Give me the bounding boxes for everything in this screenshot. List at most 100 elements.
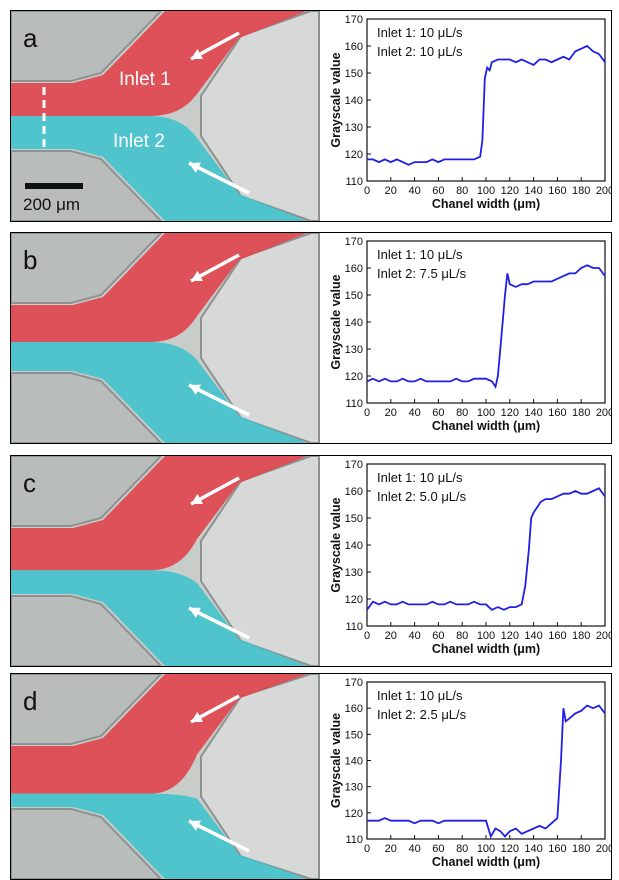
panel-letter: d [23, 686, 37, 716]
x-axis-label: Chanel width (μm) [432, 642, 540, 656]
chart: 0 20 40 60 80 100 120 140 160 180 200 110 120 130 140 1… [329, 459, 611, 656]
x-tick-label: 160 [548, 407, 566, 419]
x-tick-label: 140 [524, 407, 542, 419]
x-tick-label: 160 [548, 843, 566, 855]
x-tick-label: 120 [501, 630, 519, 642]
y-tick-label: 170 [345, 459, 363, 471]
x-tick-label: 40 [408, 407, 420, 419]
chart: 0 20 40 60 80 100 120 140 160 180 200 110 120 130 140 1… [329, 236, 611, 433]
x-tick-label: 180 [572, 843, 590, 855]
y-tick-label: 130 [345, 344, 363, 356]
x-tick-label: 40 [408, 630, 420, 642]
x-tick-label: 20 [385, 630, 397, 642]
flow-rate-annotation: Inlet 2: 10 μL/s [377, 44, 463, 59]
channel-wall-upper [11, 674, 163, 745]
y-axis-label: Grayscale value [329, 713, 343, 808]
inlet-2-stream [11, 341, 307, 443]
inlet-2-arrow [188, 161, 250, 195]
inlet-2-label: Inlet 2 [113, 131, 165, 152]
x-tick-label: 20 [385, 843, 397, 855]
y-tick-label: 130 [345, 782, 363, 794]
x-tick-label: 180 [572, 185, 590, 197]
micrograph [11, 674, 320, 879]
grayscale-profile-line [367, 704, 606, 839]
y-tick-label: 160 [345, 486, 363, 498]
x-tick-label: 180 [572, 630, 590, 642]
inlet-1-arrow [190, 694, 240, 724]
x-tick-label: 80 [456, 185, 468, 197]
x-tick-label: 20 [385, 185, 397, 197]
x-tick-label: 100 [477, 630, 495, 642]
x-tick-label: 60 [432, 407, 444, 419]
micrograph [11, 233, 320, 443]
grayscale-profile-line [366, 487, 606, 611]
x-tick-label: 140 [524, 843, 542, 855]
inlet-1-arrow [190, 476, 240, 506]
scale-bar-label: 200 μm [23, 195, 80, 214]
y-tick-label: 170 [345, 677, 363, 689]
channel-wall-upper [11, 233, 163, 304]
y-axis-label: Grayscale value [329, 52, 343, 147]
x-tick-label: 40 [408, 843, 420, 855]
y-axis-label: Grayscale value [329, 497, 343, 592]
x-tick-label: 80 [456, 407, 468, 419]
inlet-2-arrow [188, 606, 250, 640]
x-tick-label: 80 [456, 843, 468, 855]
inlet-2-stream [11, 793, 307, 879]
panel-c-svg: c 0 20 40 60 80 100 120 140 160 180 200 110 120 130 140… [11, 456, 611, 666]
y-tick-label: 170 [345, 14, 363, 26]
x-tick-label: 140 [524, 185, 542, 197]
scale-bar [25, 183, 83, 189]
y-tick-label: 150 [345, 290, 363, 302]
x-tick-label: 160 [548, 630, 566, 642]
x-axis-label: Chanel width (μm) [432, 197, 540, 211]
panel-letter: c [23, 468, 36, 498]
grayscale-profile-line [366, 264, 606, 390]
y-tick-label: 170 [345, 236, 363, 248]
x-tick-label: 100 [477, 407, 495, 419]
panel-d-svg: d 0 20 40 60 80 100 120 140 160 180 200 110 120 130 140… [11, 674, 611, 879]
x-tick-label: 200 [596, 185, 611, 197]
x-tick-label: 200 [596, 630, 611, 642]
inlet-1-label: Inlet 1 [119, 69, 171, 90]
flow-rate-annotation: Inlet 1: 10 μL/s [377, 247, 463, 262]
x-tick-label: 140 [524, 630, 542, 642]
inlet-2-arrow [188, 819, 250, 853]
y-tick-label: 140 [345, 756, 363, 768]
panel-b: b 0 20 40 60 80 100 120 140 160 180 200 110 120 130 140… [10, 232, 612, 444]
y-tick-label: 120 [345, 594, 363, 606]
y-tick-label: 140 [345, 95, 363, 107]
inlet-1-stream [11, 674, 307, 794]
x-tick-label: 0 [364, 407, 370, 419]
panel-a-svg: a Inlet 1 Inlet 2 200 μm 0 20 40 60 80 100 120 140 1… [11, 11, 611, 221]
x-axis-label: Chanel width (μm) [432, 419, 540, 433]
x-tick-label: 0 [364, 185, 370, 197]
x-axis-label: Chanel width (μm) [432, 855, 540, 869]
inlet-2-stream [11, 116, 307, 221]
flow-rate-annotation: Inlet 2: 5.0 μL/s [377, 489, 467, 504]
x-tick-label: 180 [572, 407, 590, 419]
x-tick-label: 100 [477, 185, 495, 197]
y-tick-label: 110 [345, 398, 363, 410]
chart: 0 20 40 60 80 100 120 140 160 180 200 110 120 130 140 1… [329, 14, 611, 211]
micrograph [11, 456, 320, 666]
y-tick-label: 120 [345, 808, 363, 820]
x-tick-label: 100 [477, 843, 495, 855]
y-tick-label: 150 [345, 513, 363, 525]
x-tick-label: 20 [385, 407, 397, 419]
x-tick-label: 120 [501, 407, 519, 419]
inlet-1-stream [11, 456, 307, 571]
x-tick-label: 60 [432, 630, 444, 642]
y-tick-label: 160 [345, 703, 363, 715]
y-tick-label: 140 [345, 317, 363, 329]
y-axis-label: Grayscale value [329, 274, 343, 369]
channel-wall-upper [11, 11, 163, 82]
inlet-2-arrow [188, 383, 250, 417]
y-tick-label: 120 [345, 149, 363, 161]
panel-b-svg: b 0 20 40 60 80 100 120 140 160 180 200 110 120 130 140… [11, 233, 611, 443]
x-tick-label: 200 [596, 843, 611, 855]
y-tick-label: 140 [345, 540, 363, 552]
flow-rate-annotation: Inlet 2: 2.5 μL/s [377, 707, 467, 722]
inlet-1-arrow [190, 31, 240, 61]
y-tick-label: 110 [345, 176, 363, 188]
